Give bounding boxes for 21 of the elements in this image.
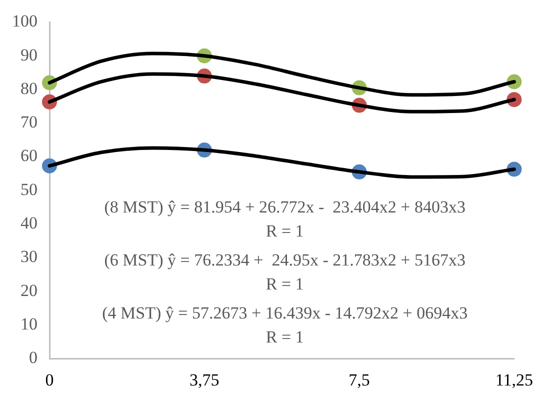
y-tick-label: 100 <box>12 12 38 31</box>
y-tick-label: 40 <box>20 214 38 233</box>
y-tick-label: 10 <box>20 314 38 334</box>
y-tick-label: 50 <box>20 180 38 199</box>
annotation: (4 MST) ŷ = 57.2673 + 16.439x - 14.792x2 + 0694x3 <box>102 303 468 322</box>
x-tick-label: 7,5 <box>348 370 370 390</box>
y-tick-label: 90 <box>20 45 38 64</box>
annotation: (6 MST) ŷ = 76.2334 + 24.95x - 21.783x2 + 5167x3 <box>104 250 466 270</box>
x-tick-label: 11,25 <box>495 370 534 390</box>
y-tick-label: 0 <box>29 348 38 368</box>
y-tick-label: 70 <box>20 112 38 132</box>
y-tick-label: 20 <box>20 280 38 300</box>
y-tick-label: 60 <box>20 146 38 166</box>
y-tick-label: 30 <box>20 247 38 266</box>
annotation: (8 MST) ŷ = 81.954 + 26.772x - 23.404x2 + 8403x3 <box>104 197 466 216</box>
annotation: R = 1 <box>266 274 304 294</box>
y-tick-label: 80 <box>20 78 38 98</box>
x-tick-label: 0 <box>45 370 54 390</box>
x-tick-label: 3,75 <box>190 370 220 390</box>
annotation: R = 1 <box>266 221 304 240</box>
annotation: R = 1 <box>266 327 304 346</box>
